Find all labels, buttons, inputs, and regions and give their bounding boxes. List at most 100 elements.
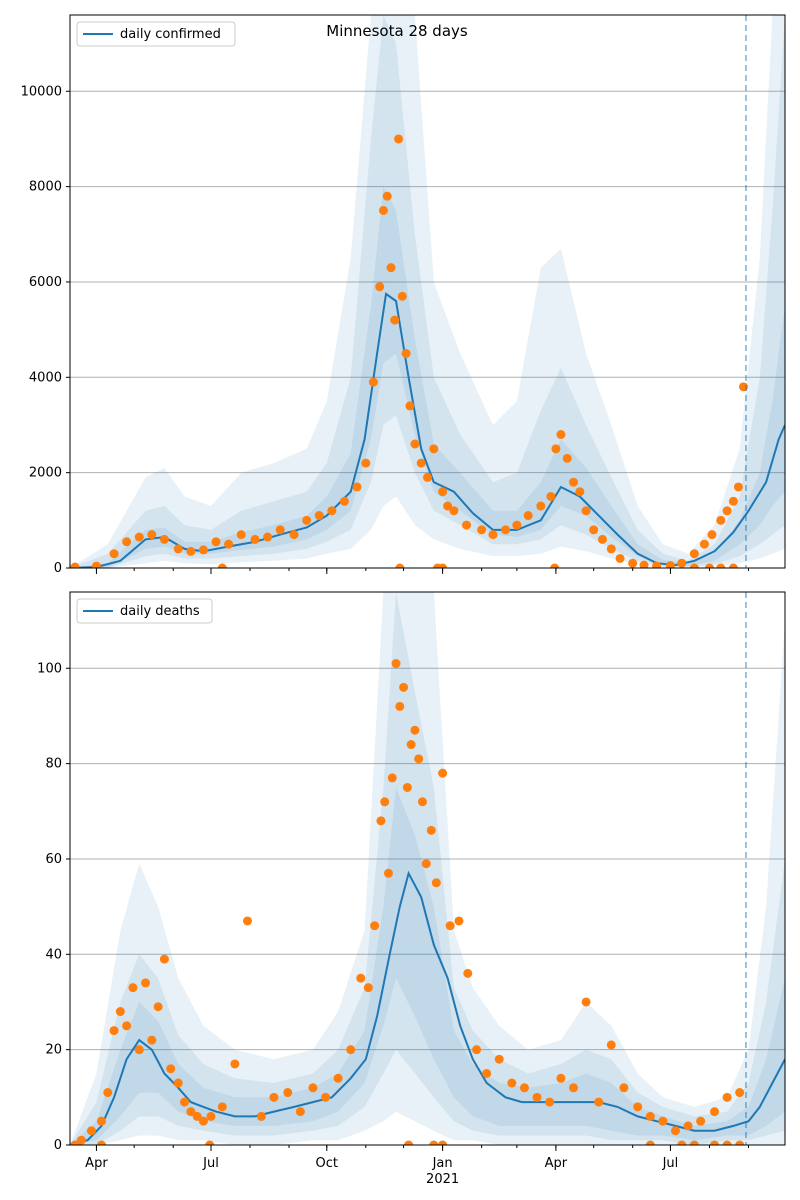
data-point <box>206 1111 216 1121</box>
data-point <box>361 458 371 468</box>
data-point <box>707 530 717 540</box>
legend-box <box>76 598 213 624</box>
data-point <box>147 530 157 540</box>
data-point <box>728 496 738 506</box>
data-point <box>443 501 453 511</box>
data-point <box>639 560 649 568</box>
x-ticks <box>95 568 749 574</box>
uncertainty-band <box>70 592 785 1145</box>
data-point <box>462 520 472 530</box>
data-point <box>426 825 436 835</box>
data-point <box>735 1088 745 1098</box>
data-point <box>421 859 431 869</box>
data-point <box>283 1088 293 1098</box>
data-point <box>109 1026 119 1036</box>
data-point <box>173 544 183 554</box>
uncertainty-band <box>70 592 785 1145</box>
uncertainty-band <box>70 15 785 568</box>
data-point <box>394 134 404 144</box>
zero-data-point <box>70 1140 80 1145</box>
data-point <box>217 1102 227 1112</box>
data-point <box>401 348 411 358</box>
data-point <box>370 921 380 931</box>
y-tick-labels: 0 2000 4000 6000 8000 10000 <box>21 84 70 576</box>
data-point <box>405 401 415 411</box>
data-point <box>128 983 138 993</box>
data-point <box>391 659 401 669</box>
data-point <box>733 482 743 492</box>
data-point <box>115 1007 125 1017</box>
data-point <box>180 1097 190 1107</box>
data-point <box>406 740 416 750</box>
data-point <box>86 1126 96 1136</box>
data-point <box>677 558 687 568</box>
x-tick-label: Jul <box>202 1156 219 1171</box>
data-point <box>399 682 409 692</box>
y-tick-label: 0 <box>54 561 62 576</box>
observed-points <box>70 134 748 568</box>
legend-label: daily deaths <box>120 604 200 619</box>
zero-data-point <box>677 1140 687 1145</box>
data-point <box>302 515 312 525</box>
data-point <box>431 878 441 888</box>
data-point <box>289 530 299 540</box>
data-point <box>606 544 616 554</box>
zero-data-point <box>716 563 726 568</box>
legend[interactable]: daily deaths <box>76 598 213 624</box>
data-point <box>352 482 362 492</box>
data-point <box>383 868 393 878</box>
zero-data-point <box>550 563 560 568</box>
data-point <box>295 1107 305 1117</box>
data-point <box>346 1045 356 1055</box>
zero-data-point <box>689 1140 699 1145</box>
chart-title: Minnesota 28 days <box>326 22 468 40</box>
data-point <box>472 1045 482 1055</box>
data-point <box>390 315 400 325</box>
data-point <box>532 1092 542 1102</box>
data-point <box>173 1078 183 1088</box>
x-tick-label: Jan <box>432 1156 453 1171</box>
zero-data-point <box>645 1140 655 1145</box>
data-point <box>556 1073 566 1083</box>
data-point <box>594 1097 604 1107</box>
data-point <box>186 1107 196 1117</box>
data-point <box>696 1116 706 1126</box>
data-point <box>569 477 579 487</box>
legend-box <box>76 21 236 47</box>
data-point <box>356 973 366 983</box>
data-point <box>633 1102 643 1112</box>
data-point <box>670 1126 680 1136</box>
zero-data-point <box>217 563 227 568</box>
data-point <box>645 1111 655 1121</box>
uncertainty-band <box>70 787 785 1145</box>
data-point <box>546 491 556 501</box>
data-point <box>198 1116 208 1126</box>
observed-points <box>70 659 745 1145</box>
data-point <box>70 562 80 568</box>
zero-data-point <box>689 563 699 568</box>
x-tick-label: Apr <box>545 1156 568 1171</box>
data-point <box>507 1078 517 1088</box>
y-tick-labels: 0 20 40 60 80 100 <box>37 661 70 1153</box>
data-point <box>536 501 546 511</box>
y-tick-label: 40 <box>45 947 62 962</box>
data-point <box>501 525 511 535</box>
zero-data-point <box>429 1140 439 1145</box>
data-point <box>454 916 464 926</box>
data-point <box>103 1088 113 1098</box>
zero-data-point <box>735 1140 745 1145</box>
data-point <box>445 921 455 931</box>
data-point <box>198 545 208 555</box>
legend[interactable]: daily confirmed <box>76 21 236 47</box>
data-point <box>333 1073 343 1083</box>
uncertainty-band <box>70 15 785 568</box>
data-point <box>416 458 426 468</box>
data-point <box>134 1045 144 1055</box>
data-point <box>122 1021 132 1031</box>
data-point <box>224 539 234 549</box>
y-tick-label: 10000 <box>21 84 62 99</box>
data-point <box>569 1083 579 1093</box>
data-point <box>275 525 285 535</box>
data-point <box>628 558 638 568</box>
